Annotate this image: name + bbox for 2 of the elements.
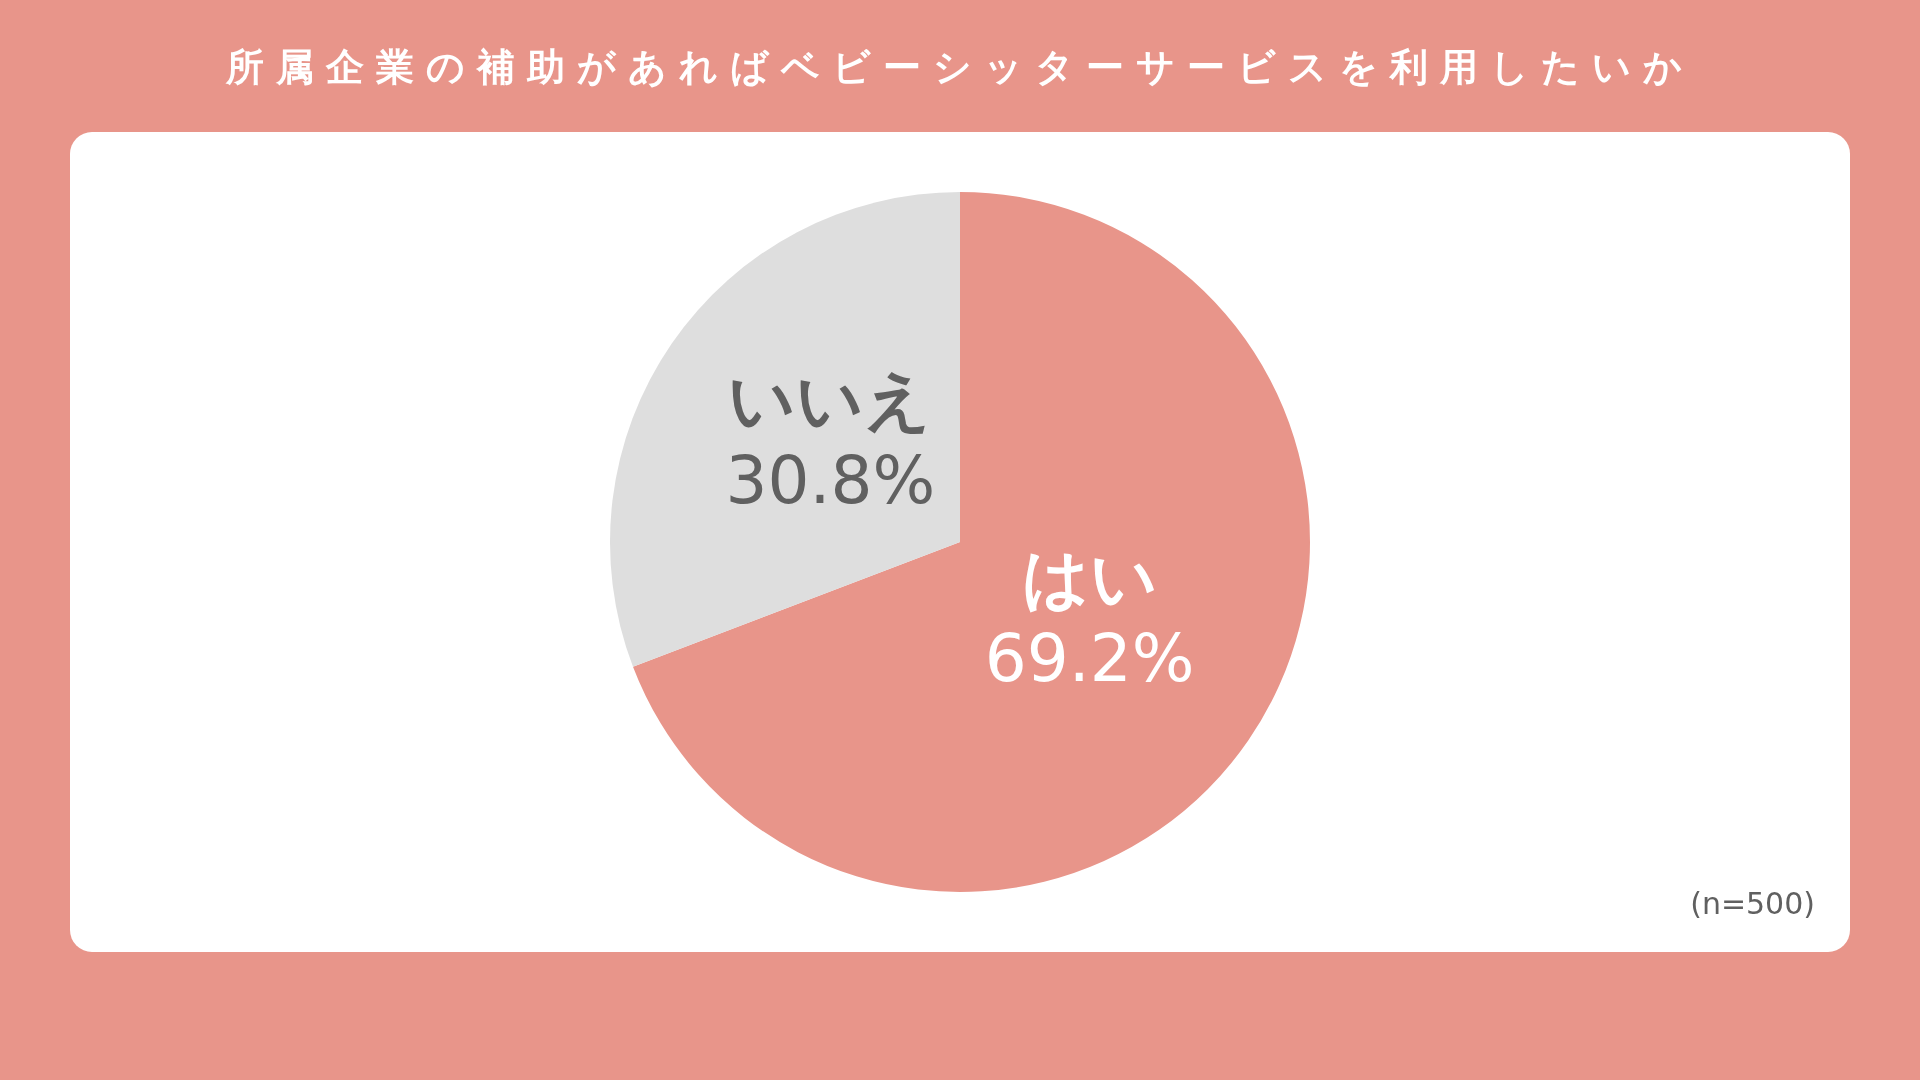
text: (n=500)	[1690, 886, 1815, 921]
chart-title: 所属企業の補助があればベビーシッターサービスを利用したいか	[225, 45, 1694, 89]
